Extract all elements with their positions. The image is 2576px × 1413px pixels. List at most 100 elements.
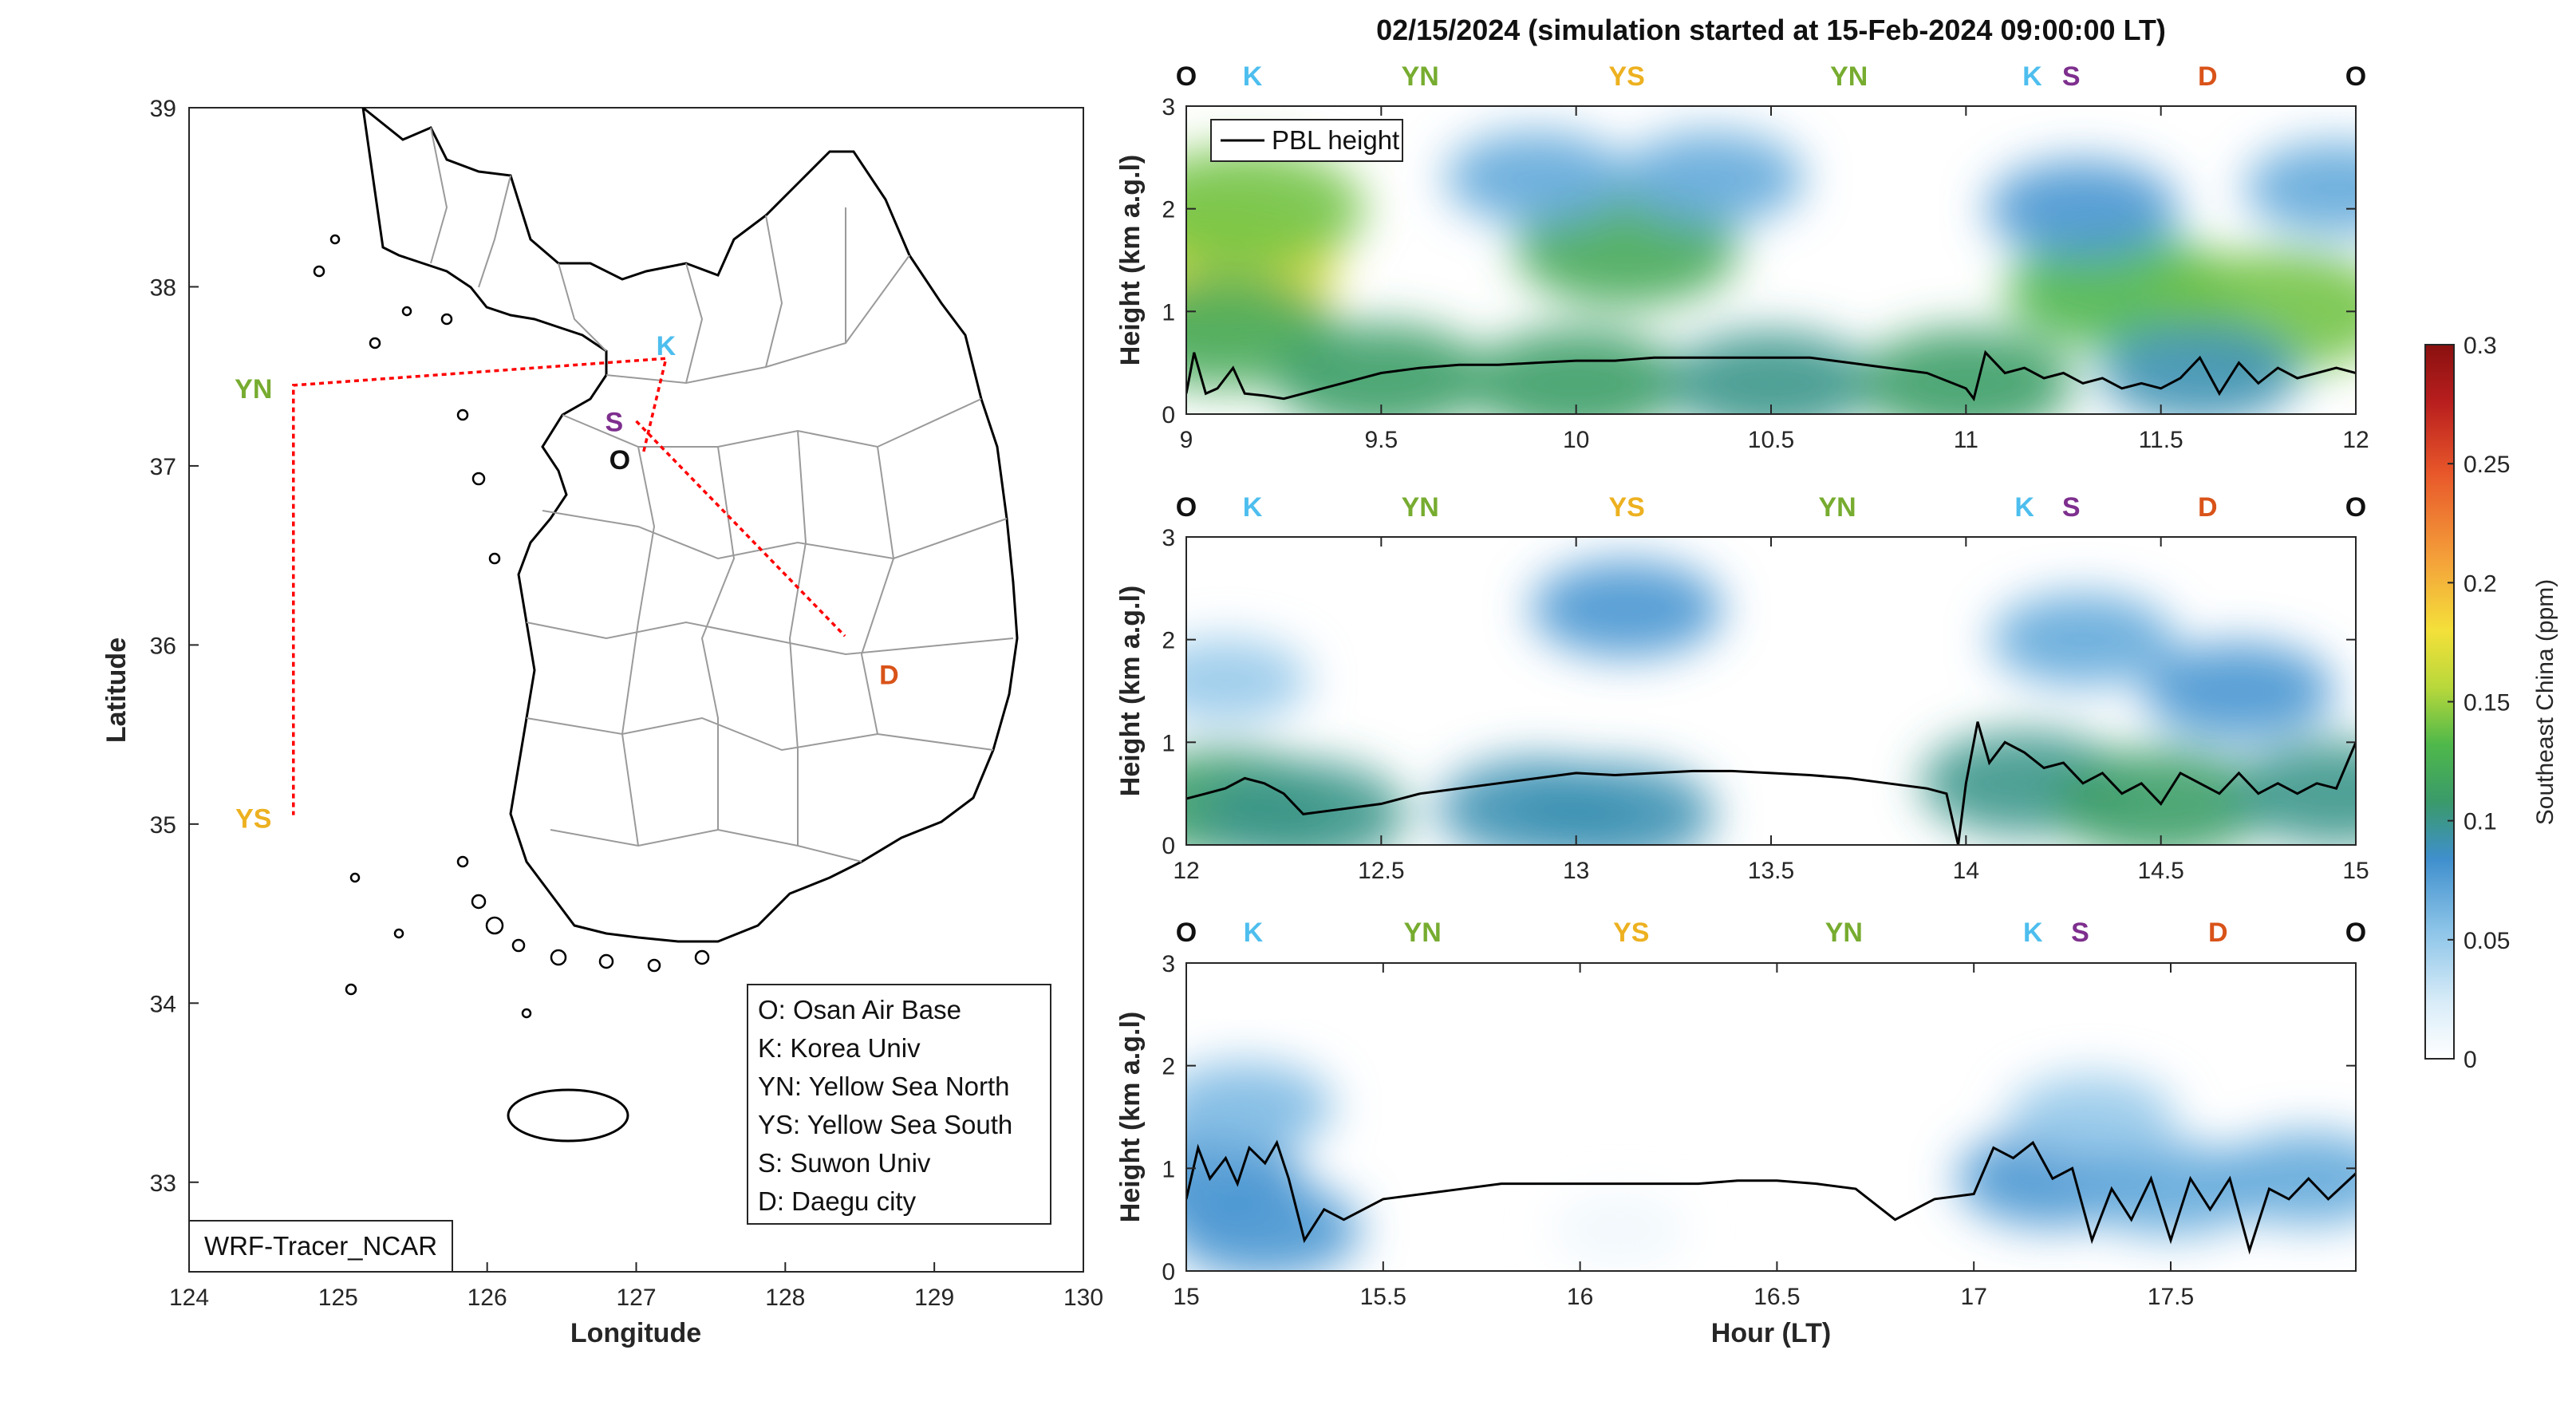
map-ytick-label: 37 xyxy=(150,454,176,480)
concentration-blob xyxy=(1468,328,1684,414)
map-xtick-label: 128 xyxy=(765,1285,805,1311)
colorbar-ticks: 0 0.05 0.1 0.15 0.2 0.25 0.3 xyxy=(2448,333,2510,1073)
map-y-ticks: 39 38 37 36 35 34 33 xyxy=(150,96,199,1197)
map-site-s: S xyxy=(606,408,624,438)
panel-xlabel: Hour (LT) xyxy=(1711,1318,1831,1348)
panel-xtick-label: 10 xyxy=(1563,427,1589,453)
concentration-blob xyxy=(1986,160,2179,258)
panel-axes xyxy=(1185,962,2357,1272)
panel-ytick-label: 2 xyxy=(1162,197,1175,223)
site-legend-entry: YN: Yellow Sea North xyxy=(758,1072,1010,1101)
map-site-yn: YN xyxy=(235,374,272,405)
concentration-blob xyxy=(2232,740,2356,845)
concentration-blob xyxy=(1515,764,1715,845)
concentration-blob xyxy=(1620,131,1805,225)
map-x-ticks: 124 125 126 127 128 129 130 xyxy=(169,1262,1103,1311)
panel-site-label-k: K xyxy=(1243,492,1263,523)
panel-xtick-label: 10.5 xyxy=(1748,427,1794,453)
map-xtick-label: 124 xyxy=(169,1285,209,1311)
panel-ytick-label: 1 xyxy=(1162,730,1175,756)
panel-site-label-yn: YN xyxy=(1402,492,1439,523)
map-ytick-label: 36 xyxy=(150,633,176,659)
concentration-field xyxy=(1186,131,2356,414)
concentration-blob xyxy=(1667,330,1875,414)
panel-xtick-label: 12 xyxy=(2342,427,2369,453)
panel-ytick-label: 0 xyxy=(1162,833,1175,859)
korean-peninsula-outline xyxy=(361,108,1019,943)
panel-xtick-label: 11 xyxy=(1954,427,1978,453)
panel-site-label-ys: YS xyxy=(1613,918,1649,948)
panel-site-label-d: D xyxy=(2198,492,2218,523)
site-legend-entry: K: Korea Univ xyxy=(758,1033,921,1063)
jeju-island xyxy=(507,1088,629,1143)
concentration-blob xyxy=(1531,560,1723,657)
concentration-blob xyxy=(1186,1062,1334,1151)
concentration-blob xyxy=(1273,323,1489,414)
concentration-blob xyxy=(2143,642,2335,740)
concentration-blob xyxy=(1990,593,2175,686)
concentration-blob xyxy=(2053,748,2269,845)
map-xtick-label: 126 xyxy=(467,1285,507,1311)
map-ytick-label: 35 xyxy=(150,812,176,839)
map-xtick-label: 129 xyxy=(914,1285,954,1311)
panel-xtick-label: 13 xyxy=(1563,858,1589,884)
panel-xtick-label: 12.5 xyxy=(1358,858,1404,884)
panel-xtick-label: 11.5 xyxy=(2139,427,2183,453)
colorbar-tick-label: 0 xyxy=(2464,1047,2477,1073)
panel-xtick-label: 12 xyxy=(1173,858,1199,884)
panel-site-label-d: D xyxy=(2208,918,2228,948)
concentration-blob xyxy=(1186,638,1309,724)
concentration-blob xyxy=(1445,131,1629,225)
pbl-legend-label: PBL height xyxy=(1272,125,1399,155)
pbl-height-line xyxy=(1186,349,2356,402)
panel-xtick-label: 15 xyxy=(1173,1284,1199,1310)
map-ytick-label: 38 xyxy=(150,274,176,301)
pbl-height-line xyxy=(1186,721,2356,845)
panel-site-label-o: O xyxy=(1176,61,1197,92)
colorbar: 0 0.05 0.1 0.15 0.2 0.25 0.3 Southeast China (… xyxy=(2424,333,2558,1073)
panel1-ylabel: Height (km a.g.l) xyxy=(1115,155,1146,365)
concentration-blob xyxy=(1186,1181,1361,1271)
concentration-blob xyxy=(2216,1132,2356,1226)
figure-title: 02/15/2024 (simulation started at 15-Feb… xyxy=(1376,14,2166,46)
panel-ytick-label: 1 xyxy=(1162,1156,1175,1182)
panel-ytick-label: 3 xyxy=(1162,94,1175,120)
panel-xtick-label: 16 xyxy=(1567,1284,1593,1310)
map-xtick-label: 125 xyxy=(318,1285,358,1311)
site-legend-entry: O: Osan Air Base xyxy=(758,995,961,1024)
concentration-blob xyxy=(2008,1075,2176,1159)
panel-site-label-o: O xyxy=(2345,918,2366,948)
concentration-blob xyxy=(2244,141,2356,235)
site-legend-box xyxy=(747,984,1051,1225)
panel-site-label-yn: YN xyxy=(1830,61,1868,92)
panel-site-label-o: O xyxy=(2345,61,2366,92)
korea-landmass xyxy=(313,108,1019,1143)
panel-ytick-label: 0 xyxy=(1162,1259,1175,1285)
panel-site-label-d: D xyxy=(2198,61,2218,92)
panel-xtick-label: 13.5 xyxy=(1748,858,1794,884)
map-xtick-label: 130 xyxy=(1063,1285,1103,1311)
colorbar-tick-label: 0.05 xyxy=(2464,928,2510,954)
concentration-blob xyxy=(1199,761,1407,845)
map-ytick-label: 39 xyxy=(150,96,176,122)
panel-ytick-label: 3 xyxy=(1162,951,1175,977)
model-label-box xyxy=(188,1220,453,1273)
map-site-o: O xyxy=(609,445,630,476)
site-legend-entry: YS: Yellow Sea South xyxy=(758,1110,1012,1139)
panel-site-label-o: O xyxy=(2345,492,2366,523)
panel-xtick-label: 17 xyxy=(1961,1284,1987,1310)
panel-xtick-label: 15.5 xyxy=(1360,1284,1406,1310)
islands xyxy=(313,234,710,1019)
panel-ytick-label: 2 xyxy=(1162,628,1175,654)
panel-site-label-o: O xyxy=(1176,492,1197,523)
panel-site-label-k: K xyxy=(2022,61,2042,92)
panel3-ylabel: Height (km a.g.l) xyxy=(1115,1012,1146,1222)
panel-site-label-yn: YN xyxy=(1825,918,1863,948)
colorbar-tick-label: 0.15 xyxy=(2464,690,2510,716)
concentration-blob xyxy=(2079,1142,2263,1236)
concentration-field xyxy=(1186,1062,2356,1271)
